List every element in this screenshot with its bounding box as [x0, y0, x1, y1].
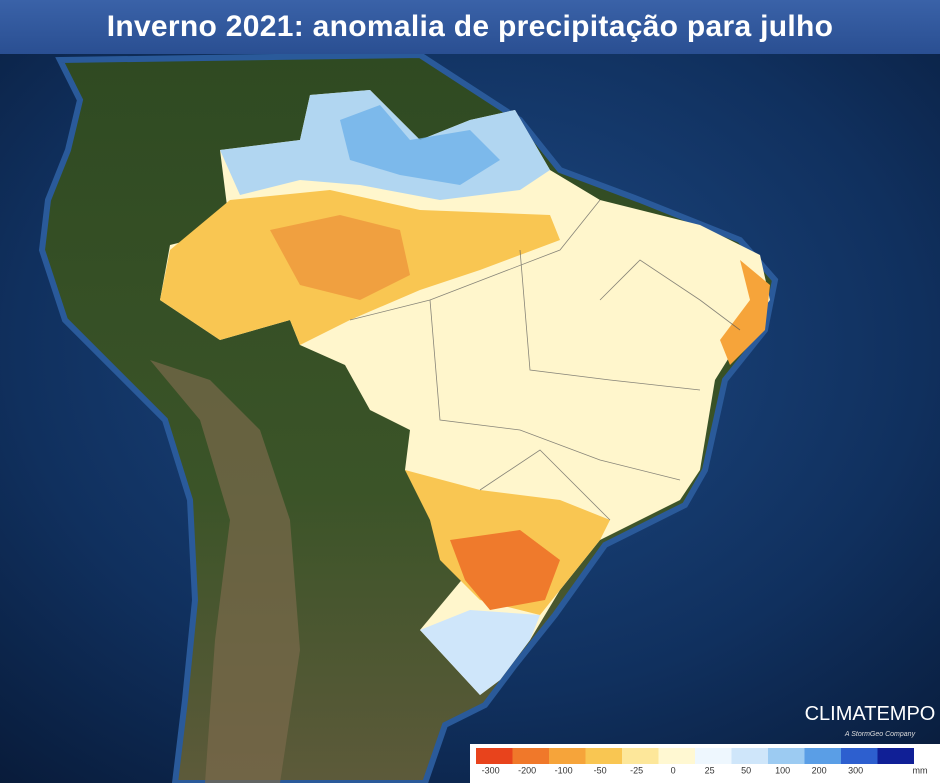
legend-swatch — [622, 748, 659, 764]
legend-label: 300 — [848, 765, 863, 775]
andes — [150, 360, 300, 783]
legend-label: -50 — [594, 765, 607, 775]
legend-label: 25 — [705, 765, 715, 775]
legend-label: 100 — [775, 765, 790, 775]
map: CLIMATEMPO A StormGeo Company -300 -200 -1… — [0, 54, 940, 783]
legend-label: -200 — [518, 765, 536, 775]
logo-tagline: A StormGeo Company — [844, 731, 916, 738]
legend-swatch — [841, 748, 878, 764]
logo-name: CLIMATEMPO — [805, 703, 936, 725]
legend-label: 200 — [812, 765, 827, 775]
legend-swatch — [768, 748, 805, 764]
state-borders — [349, 199, 741, 521]
legend-swatch — [585, 748, 622, 764]
legend-unit: mm — [913, 765, 928, 775]
coast-dry — [720, 260, 770, 365]
legend-swatch — [549, 748, 586, 764]
south-drier — [450, 530, 560, 610]
legend-swatch — [476, 748, 513, 764]
title: Inverno 2021: anomalia de precipitação p… — [0, 0, 940, 54]
legend: -300 -200 -100 -50 -25 0 25 50 100 200 300 mm — [476, 748, 928, 775]
legend-label: -300 — [482, 765, 500, 775]
legend-label: 0 — [671, 765, 676, 775]
legend-label: -100 — [555, 765, 573, 775]
legend-swatch — [731, 748, 768, 764]
north-wetter — [340, 105, 500, 185]
legend-label: 50 — [741, 765, 751, 775]
legend-swatch — [658, 748, 695, 764]
legend-swatch — [804, 748, 841, 764]
legend-label: -25 — [630, 765, 643, 775]
south-wet — [420, 610, 540, 695]
amazon-drier — [270, 215, 410, 300]
legend-swatch — [695, 748, 732, 764]
legend-swatch — [877, 748, 914, 764]
legend-swatch — [512, 748, 549, 764]
